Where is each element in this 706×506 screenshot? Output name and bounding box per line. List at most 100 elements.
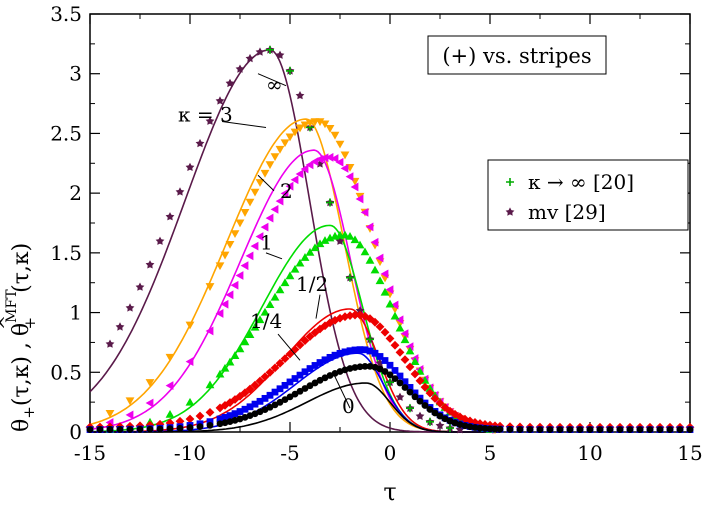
data-point [586,426,594,434]
y-tick-label: 2 [69,181,82,205]
data-point [411,393,419,401]
data-point [311,362,319,369]
data-point [285,181,294,191]
data-point [295,124,305,133]
legend: κ → ∞ [20] mv [29] [487,159,689,231]
data-point [301,385,309,392]
data-point [471,424,479,431]
data-point [656,426,664,434]
data-point [215,262,225,271]
data-point [235,64,245,73]
data-point [400,335,410,344]
y-axis-label: θ+(τ,κ) ,θMFT+(τ,κ) ^ [0,243,39,432]
data-point [345,172,354,182]
data-point [306,365,314,372]
data-point [215,96,225,105]
data-point [266,45,274,54]
data-point [305,119,315,128]
data-point [306,382,314,390]
svg-text:θ+(τ,κ) ,θMFT+(τ,κ): θ+(τ,κ) ,θMFT+(τ,κ) [4,243,39,432]
data-point [270,363,280,373]
label-leader-line [257,73,287,87]
data-point [401,384,409,391]
data-point [415,411,425,420]
data-point [576,426,584,434]
data-point [556,426,564,434]
curve-label: 0 [342,394,355,418]
data-point [280,354,290,364]
data-point [165,353,175,362]
data-point [395,347,405,357]
data-point [370,317,380,327]
label-leader-line [333,374,351,409]
data-point [370,237,379,247]
data-point [390,311,400,320]
data-point [300,336,310,346]
data-point [346,347,354,355]
data-point [466,423,474,431]
y-tick-label: 1.5 [50,241,82,265]
data-point [255,232,264,241]
data-point [255,376,265,386]
data-point [315,324,325,334]
data-point [365,222,374,232]
data-point [405,342,414,352]
y-label-theta-hat: θ [9,323,34,336]
data-point [526,426,534,433]
data-point [165,212,175,221]
data-point [216,415,224,423]
data-point [265,213,274,223]
data-point [400,355,410,365]
data-point [356,346,364,354]
data-point [245,251,254,261]
data-point [206,418,214,426]
data-point [135,282,145,291]
data-point [225,398,235,407]
data-point [486,425,494,433]
data-point [406,384,414,391]
data-point [250,241,259,251]
data-point [260,169,270,178]
data-point [355,310,365,320]
data-point [240,209,250,217]
data-point [366,362,374,370]
data-point [686,426,694,434]
y-label-sup: MFT [4,289,20,323]
data-point [335,236,345,245]
data-point [106,426,114,433]
data-point [195,138,205,148]
data-point [275,285,285,294]
data-point [415,376,425,386]
data-point [260,222,269,232]
data-point [145,260,155,269]
data-point [385,334,395,343]
data-point [606,426,614,434]
data-point [506,178,514,186]
label-leader-line [221,120,267,128]
data-point [380,287,390,296]
x-tick-label: 10 [577,441,602,465]
data-point [395,392,405,401]
data-point [221,413,229,421]
data-point [185,397,195,406]
data-point [246,403,254,411]
data-point [240,337,250,346]
data-point [311,379,319,387]
data-point [295,91,305,100]
data-point [155,419,165,429]
series-layer [85,45,695,435]
data-point [375,276,385,285]
data-point [400,329,409,339]
data-point [125,397,135,406]
data-point [385,299,395,308]
data-point [270,204,279,214]
data-point [275,145,285,154]
data-point [235,271,244,280]
series-sim-1-2 [85,310,695,432]
data-point [426,406,434,413]
data-point [360,247,370,256]
data-point [280,188,289,198]
data-point [496,425,504,433]
data-point [250,380,260,390]
